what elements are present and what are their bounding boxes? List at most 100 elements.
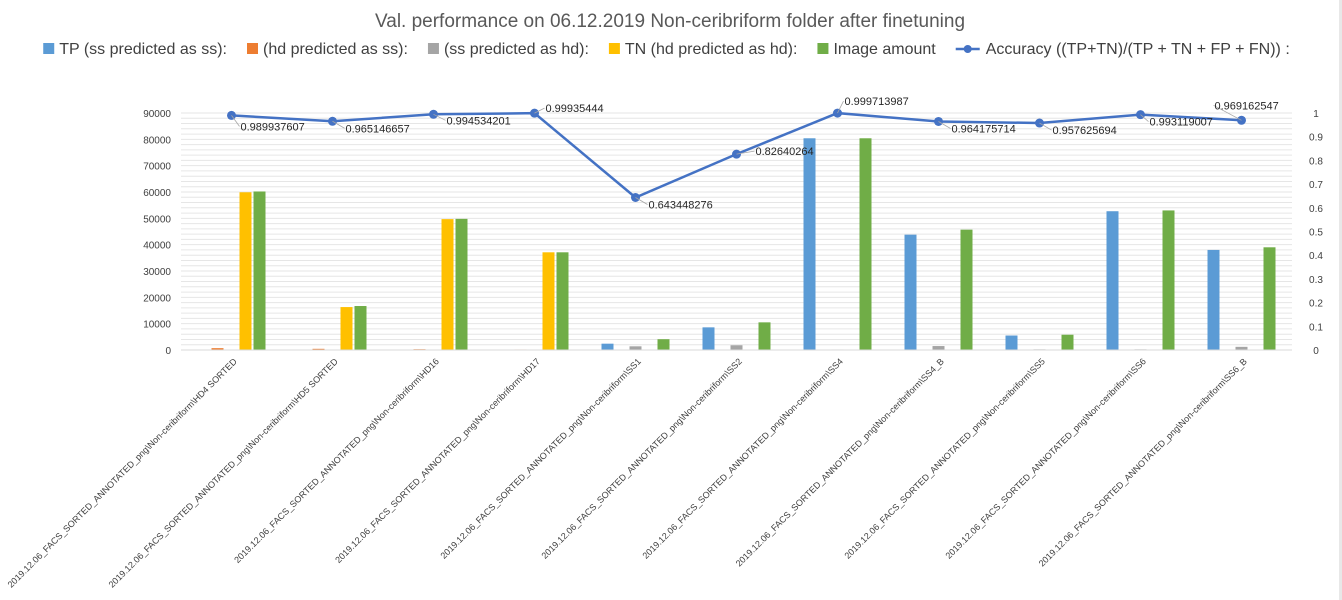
data-label-leader <box>1039 122 1052 131</box>
accuracy-data-label: 0.999713987 <box>845 96 909 108</box>
y-axis-right: 0 0.1 0.2 0.3 0.4 0.5 0.6 0.7 0.8 0.9 1 <box>1309 109 1323 357</box>
y-tick-label: 20000 <box>143 293 171 304</box>
y2-tick-label: 0.3 <box>1309 275 1323 286</box>
y-tick-label: 60000 <box>143 188 171 199</box>
legend-swatch <box>43 43 55 54</box>
data-label-leader <box>231 115 240 127</box>
bar <box>730 345 743 350</box>
y-tick-label: 50000 <box>143 214 171 225</box>
legend-label: TN (hd predicted as hd): <box>625 41 798 58</box>
bar <box>859 138 872 350</box>
x-category-label: 2019.12.06_FACS_SORTED_ANNOTATED_png\Non… <box>943 356 1147 560</box>
bar <box>556 252 569 350</box>
y2-tick-label: 0 <box>1313 346 1319 357</box>
bar <box>1207 249 1220 350</box>
accuracy-data-label: 0.643448276 <box>649 200 713 212</box>
bar <box>758 322 771 350</box>
y2-tick-label: 0.8 <box>1309 156 1323 167</box>
bar <box>1106 211 1119 350</box>
bar <box>601 343 614 350</box>
bar <box>629 346 642 350</box>
y-tick-label: 80000 <box>143 135 171 146</box>
y2-tick-label: 0.9 <box>1309 133 1323 144</box>
accuracy-data-label: 0.964175714 <box>952 123 1016 135</box>
bar <box>340 307 353 350</box>
bar <box>542 252 555 350</box>
y2-tick-label: 0.4 <box>1309 251 1323 262</box>
bar <box>1235 346 1248 350</box>
accuracy-data-label: 0.993119007 <box>1150 117 1213 129</box>
legend-label: Accuracy ((TP+TN)/(TP + TN + FP + FN)) : <box>986 41 1290 58</box>
legend-swatch <box>427 43 439 54</box>
accuracy-data-label: 0.965146657 <box>346 123 410 135</box>
bar <box>211 348 224 350</box>
bars <box>211 138 1276 350</box>
bar <box>657 339 670 350</box>
data-label-leader <box>837 100 844 114</box>
data-label-leader <box>635 197 648 205</box>
y-tick-label: 90000 <box>143 109 171 120</box>
legend-label: (ss predicted as hd): <box>444 41 589 58</box>
x-axis: 2019.12.06_FACS_SORTED_ANNOTATED_png\Non… <box>6 349 1292 590</box>
bar <box>932 346 945 350</box>
y-tick-label: 10000 <box>143 320 171 331</box>
legend-swatch <box>608 43 620 54</box>
y2-tick-label: 0.5 <box>1309 228 1323 239</box>
y-tick-label: 30000 <box>143 267 171 278</box>
bar <box>702 327 715 350</box>
x-category-label: 2019.12.06_FACS_SORTED_ANNOTATED_png\Non… <box>107 356 341 590</box>
bar <box>1061 334 1074 350</box>
x-category-label: 2019.12.06_FACS_SORTED_ANNOTATED_png\Non… <box>1037 356 1249 568</box>
x-category-label: 2019.12.06_FACS_SORTED_ANNOTATED_png\Non… <box>539 356 743 560</box>
accuracy-data-label: 0.994534201 <box>447 115 511 127</box>
data-label-leader <box>736 150 755 155</box>
x-category-label: 2019.12.06_FACS_SORTED_ANNOTATED_png\Non… <box>438 356 642 560</box>
y2-tick-label: 0.6 <box>1309 204 1323 215</box>
data-label-leader <box>1213 104 1242 121</box>
x-category-label: 2019.12.06_FACS_SORTED_ANNOTATED_png\Non… <box>734 356 946 568</box>
legend-swatch <box>247 43 258 54</box>
bar <box>1162 210 1175 350</box>
y2-tick-label: 1 <box>1313 109 1319 120</box>
x-category-label: 2019.12.06_FACS_SORTED_ANNOTATED_png\Non… <box>333 356 542 565</box>
accuracy-data-label: 0.957625694 <box>1053 125 1117 137</box>
x-category-label: 2019.12.06_FACS_SORTED_ANNOTATED_png\Non… <box>232 356 441 565</box>
accuracy-data-label: 0.82640264 <box>756 146 814 158</box>
legend-line-marker <box>963 45 972 53</box>
window-edge <box>1339 0 1342 600</box>
y2-tick-label: 0.7 <box>1309 180 1323 191</box>
accuracy-data-label: 0.99935444 <box>546 103 604 115</box>
bar <box>1005 335 1018 350</box>
data-label-leader <box>938 121 951 129</box>
legend-swatch <box>817 43 829 54</box>
legend-label: TP (ss predicted as ss): <box>59 41 227 58</box>
x-category-label: 2019.12.06_FACS_SORTED_ANNOTATED_png\Non… <box>6 356 240 590</box>
data-label-leader <box>433 113 446 121</box>
legend: TP (ss predicted as ss): (hd predicted as… <box>43 41 1290 58</box>
chart-title: Val. performance on 06.12.2019 Non-cerib… <box>375 11 965 32</box>
accuracy-data-label: 0.989937607 <box>241 121 305 133</box>
bar <box>253 191 266 350</box>
y-tick-label: 0 <box>165 346 171 357</box>
bar <box>904 234 917 350</box>
accuracy-line: 0.989937607 0.965146657 0.994534201 0.99935… <box>227 96 1279 212</box>
y-axis-left: 0 10000 20000 30000 40000 50000 60000 70000 8000… <box>143 109 171 357</box>
y2-tick-label: 0.1 <box>1309 322 1323 333</box>
bar <box>441 219 454 350</box>
legend-label: Image amount <box>833 41 936 58</box>
y-tick-label: 70000 <box>143 162 171 173</box>
legend-label: (hd predicted as ss): <box>263 41 408 58</box>
y2-tick-label: 0.2 <box>1309 299 1323 310</box>
bar <box>312 348 325 350</box>
data-label-leader <box>534 107 545 114</box>
bar <box>354 306 367 350</box>
data-label-leader <box>332 120 345 129</box>
bar <box>1263 247 1276 350</box>
bar <box>239 192 252 350</box>
accuracy-data-label: 0.969162547 <box>1215 100 1279 112</box>
bar <box>455 218 468 350</box>
data-label-leader <box>1140 114 1149 122</box>
y-tick-label: 40000 <box>143 241 171 252</box>
x-category-label: 2019.12.06_FACS_SORTED_ANNOTATED_png\Non… <box>842 356 1046 560</box>
